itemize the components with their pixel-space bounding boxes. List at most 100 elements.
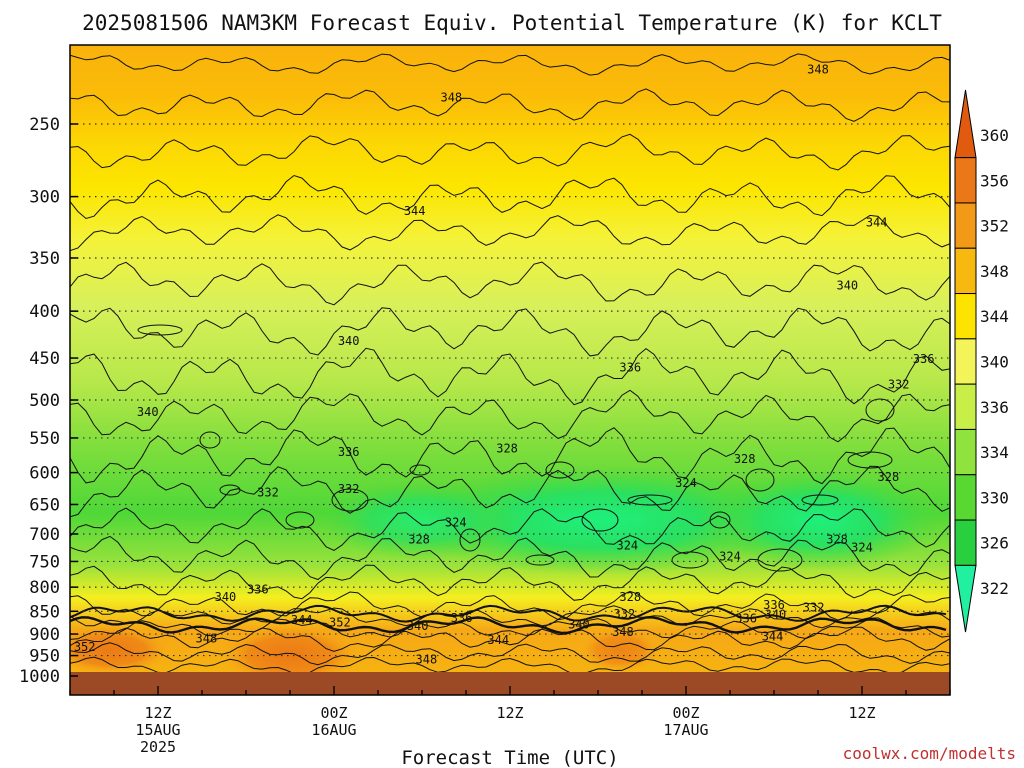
contour-cell <box>219 484 241 496</box>
contour-label-11: 332 <box>338 482 360 496</box>
contour-cell <box>409 464 431 476</box>
contour-line <box>70 214 950 252</box>
y-tick-label-400: 400 <box>29 302 60 322</box>
colorbar-swatch-2 <box>954 202 977 249</box>
contour-label-13: 328 <box>496 442 518 456</box>
colorbar-swatch-10 <box>954 564 977 633</box>
contour-label-9: 336 <box>913 352 935 366</box>
warm-core-day1 <box>220 625 360 685</box>
colorbar-label-3: 348 <box>980 262 1009 281</box>
x-tick-label-1-0: 00Z <box>320 704 347 722</box>
contour-cell <box>671 551 709 569</box>
contour-line <box>70 626 950 652</box>
contour-line-strong <box>70 604 947 623</box>
contour-cell <box>709 511 731 529</box>
colorbar-swatch-4 <box>954 293 977 340</box>
contour-label-1: 348 <box>807 62 829 76</box>
colorbar-swatch-6 <box>954 383 977 430</box>
x-tick-label-0-1: 15AUG <box>135 721 180 739</box>
colorbar-label-4: 344 <box>980 307 1009 326</box>
y-tick-label-500: 500 <box>29 391 60 411</box>
y-tick-label-850: 850 <box>29 602 60 622</box>
x-tick-label-0-2: 2025 <box>140 738 176 756</box>
y-tick-label-750: 750 <box>29 552 60 572</box>
contour-label-36: 332 <box>803 601 825 615</box>
contour-line <box>70 642 950 666</box>
contour-label-12: 332 <box>888 378 910 392</box>
contour-cell <box>525 554 555 566</box>
contour-label-34: 340 <box>765 608 787 622</box>
contour-label-2: 344 <box>404 204 426 218</box>
contour-line <box>70 347 950 406</box>
contour-label-15: 328 <box>878 470 900 484</box>
y-tick-label-700: 700 <box>29 525 60 545</box>
contour-label-19: 324 <box>616 539 638 553</box>
contour-label-27: 340 <box>407 619 429 633</box>
colorbar-swatch-1 <box>954 157 977 204</box>
contour-cell <box>459 528 481 552</box>
x-tick-label-1-1: 16AUG <box>311 721 356 739</box>
contour-label-18: 328 <box>408 533 430 547</box>
contour-line <box>70 261 950 306</box>
warm-core-day0 <box>70 625 170 675</box>
x-tick-label-0-0: 12Z <box>144 704 171 722</box>
colorbar-label-9: 326 <box>980 534 1009 553</box>
y-tick-label-650: 650 <box>29 495 60 515</box>
colorbar-label-5: 340 <box>980 353 1009 372</box>
contour-line <box>70 174 950 220</box>
x-axis-title: Forecast Time (UTC) <box>401 747 618 768</box>
below-ground-band <box>70 672 950 695</box>
colorbar-swatch-0 <box>954 89 977 159</box>
y-tick-label-550: 550 <box>29 429 60 449</box>
contour-label-33: 336 <box>735 611 757 625</box>
contour-label-26: 352 <box>329 615 351 629</box>
y-tick-label-250: 250 <box>29 115 60 135</box>
site-credit: coolwx.com/modelts <box>843 744 1016 763</box>
contour-line <box>70 564 950 601</box>
contour-label-38: 344 <box>762 629 784 643</box>
x-tick-label-3-1: 17AUG <box>663 721 708 739</box>
contour-label-3: 344 <box>866 215 888 229</box>
y-tick-label-600: 600 <box>29 464 60 484</box>
colorbar-swatch-7 <box>954 428 977 476</box>
chart-title: 2025081506 NAM3KM Forecast Equiv. Potent… <box>82 11 942 35</box>
y-tick-label-1000: 1000 <box>19 667 60 687</box>
contour-label-30: 332 <box>614 607 636 621</box>
contour-line <box>70 133 950 171</box>
colorbar-label-7: 334 <box>980 443 1009 462</box>
y-tick-label-950: 950 <box>29 647 60 667</box>
pressure-axis: 250 300 350 400 450 500 550 600 650 700 750 800 850 9… <box>19 115 78 687</box>
colorbar-label-0: 360 <box>980 126 1009 145</box>
contour-label-25: 344 <box>291 613 313 627</box>
x-tick-label-4-0: 12Z <box>848 704 875 722</box>
colorbar-swatch-8 <box>954 474 977 521</box>
contour-cell <box>801 494 839 506</box>
contour-label-32: 348 <box>612 625 634 639</box>
contour-label-20: 324 <box>719 550 741 564</box>
contour-line <box>70 590 950 621</box>
contour-label-0: 348 <box>440 91 462 105</box>
contour-label-37: 344 <box>487 633 509 647</box>
contour-cell <box>137 324 183 336</box>
contour-cell <box>331 488 369 512</box>
contour-label-21: 324 <box>851 540 873 554</box>
contour-line <box>70 307 950 357</box>
colorbar-label-1: 356 <box>980 171 1009 190</box>
contour-line <box>70 465 950 518</box>
contour-label-23: 340 <box>215 590 237 604</box>
x-tick-label-2-0: 12Z <box>496 704 523 722</box>
cool-core-midlevel <box>400 465 800 575</box>
contour-line-strong <box>70 616 947 635</box>
contour-lines <box>70 53 950 676</box>
colorbar-label-6: 336 <box>980 398 1009 417</box>
contour-cell <box>847 451 893 469</box>
colorbar-swatch-3 <box>954 247 977 295</box>
contour-line <box>70 53 950 76</box>
cool-core-east <box>700 470 940 570</box>
contour-label-31: 340 <box>568 618 590 632</box>
contour-line <box>70 427 950 485</box>
contour-label-7: 336 <box>338 445 360 459</box>
contour-label-40: 352 <box>74 640 96 654</box>
